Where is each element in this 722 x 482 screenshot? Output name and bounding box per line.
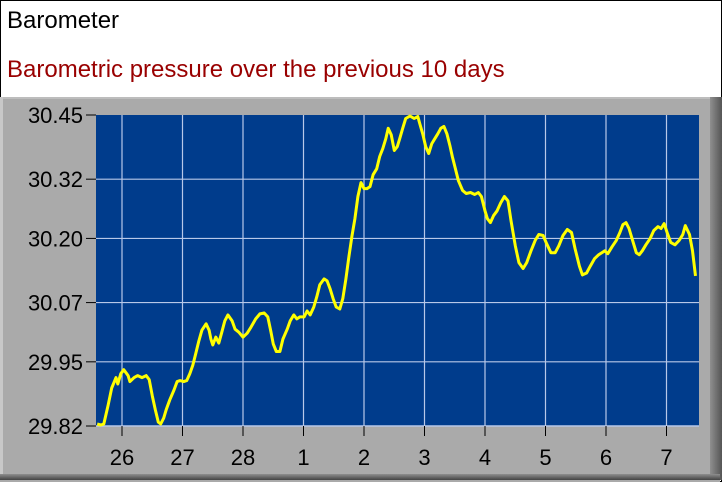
x-tick-label: 4 (479, 445, 491, 470)
x-axis: 26 27 28 1 2 3 4 5 6 7 (110, 426, 673, 470)
chart-title: Barometer (7, 7, 120, 34)
x-tick-label: 28 (231, 445, 255, 470)
x-tick-label: 27 (170, 445, 194, 470)
x-tick-label: 2 (358, 445, 370, 470)
x-tick-label: 5 (539, 445, 551, 470)
y-tick-label: 30.20 (28, 226, 83, 251)
grid-lines (96, 115, 699, 427)
x-tick-label: 1 (297, 445, 309, 470)
chart-subtitle: Barometric pressure over the previous 10… (7, 56, 505, 83)
panel-bevel-left (0, 97, 3, 480)
y-axis: 30.45 30.32 30.20 30.07 29.95 29.82 (28, 103, 96, 439)
x-tick-label: 7 (660, 445, 672, 470)
y-tick-label: 30.45 (28, 103, 83, 128)
plot-area (96, 115, 699, 426)
panel-bevel-right (710, 97, 722, 480)
y-tick-label: 29.82 (28, 414, 83, 439)
y-tick-label: 30.07 (28, 291, 83, 316)
panel-bevel-bottom (0, 474, 720, 480)
pressure-line (96, 114, 697, 427)
y-tick-label: 29.95 (28, 350, 83, 375)
x-tick-label: 3 (418, 445, 430, 470)
y-tick-label: 30.32 (28, 167, 83, 192)
x-tick-label: 26 (110, 445, 134, 470)
x-tick-label: 6 (600, 445, 612, 470)
